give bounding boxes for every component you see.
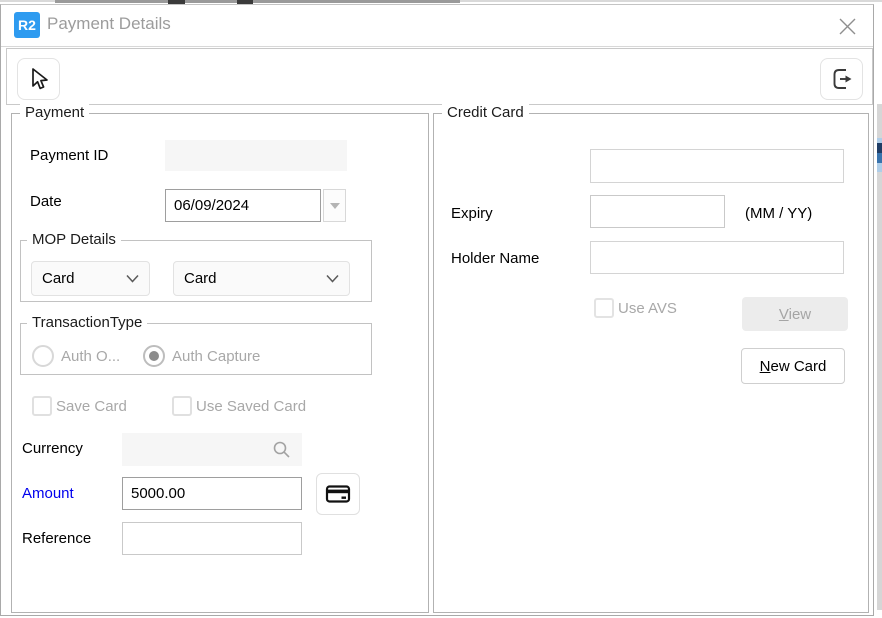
- dropdown-arrow-icon: [329, 202, 340, 209]
- reference-input[interactable]: [122, 522, 302, 555]
- right-edge-artifact: [877, 104, 882, 610]
- mop-details-group: MOP Details Card Card: [20, 231, 372, 302]
- holder-name-input[interactable]: [590, 241, 844, 274]
- close-icon: [839, 18, 855, 34]
- date-input[interactable]: [165, 189, 321, 222]
- window-title: Payment Details: [47, 14, 171, 33]
- pointer-tool-button[interactable]: [17, 58, 60, 100]
- toolbar: [6, 48, 873, 105]
- expiry-input[interactable]: [590, 195, 725, 228]
- date-label: Date: [30, 193, 62, 210]
- mop-type-value: Card: [42, 270, 75, 287]
- mop-detail-value: Card: [184, 270, 217, 287]
- credit-card-group-label: Credit Card: [442, 104, 529, 121]
- payment-details-dialog: R2 Payment Details: [0, 4, 874, 616]
- use-avs-checkbox[interactable]: [594, 298, 614, 318]
- exit-tool-button[interactable]: [820, 58, 863, 100]
- close-button[interactable]: [833, 12, 861, 40]
- save-card-checkbox[interactable]: [32, 396, 52, 416]
- transaction-type-group-label: TransactionType: [27, 314, 148, 331]
- payment-id-input: [165, 140, 347, 171]
- currency-input: [122, 433, 302, 466]
- use-saved-card-checkbox[interactable]: [172, 396, 192, 416]
- view-button-label: View: [778, 305, 812, 323]
- holder-name-label: Holder Name: [451, 250, 540, 267]
- title-bar: R2 Payment Details: [1, 5, 873, 47]
- expiry-label: Expiry: [451, 205, 493, 222]
- card-number-input[interactable]: [590, 149, 844, 183]
- use-avs-label: Use AVS: [618, 300, 677, 317]
- top-edge-artifact: [0, 0, 882, 4]
- payment-group: Payment Payment ID Date MOP Details Card: [11, 104, 429, 613]
- radio-auth-capture-label: Auth Capture: [172, 348, 261, 365]
- new-card-button[interactable]: New Card: [741, 348, 845, 384]
- credit-card-icon: [325, 485, 351, 503]
- cursor-icon: [31, 68, 48, 90]
- chevron-down-icon: [326, 274, 339, 283]
- payment-id-label: Payment ID: [30, 147, 109, 164]
- mop-type-select[interactable]: Card: [31, 261, 150, 296]
- view-button[interactable]: View: [742, 297, 848, 331]
- search-icon: [273, 441, 290, 458]
- expiry-format-hint: (MM / YY): [745, 205, 813, 222]
- credit-card-group: Credit Card Expiry (MM / YY) Holder Name…: [433, 104, 869, 613]
- date-dropdown-button[interactable]: [323, 189, 346, 222]
- mop-detail-select[interactable]: Card: [173, 261, 350, 296]
- app-logo: R2: [14, 12, 40, 38]
- chevron-down-icon: [126, 274, 139, 283]
- radio-auth-capture[interactable]: [143, 345, 165, 367]
- amount-input[interactable]: [122, 477, 302, 510]
- radio-auth-only-label: Auth O...: [61, 348, 121, 365]
- amount-label: Amount: [22, 485, 74, 502]
- mop-details-group-label: MOP Details: [27, 231, 121, 248]
- exit-icon: [833, 69, 851, 89]
- payment-group-label: Payment: [20, 104, 90, 121]
- new-card-button-label: New Card: [759, 357, 827, 375]
- card-swipe-button[interactable]: [316, 473, 360, 515]
- save-card-label: Save Card: [56, 398, 127, 415]
- radio-auth-only[interactable]: [32, 345, 54, 367]
- transaction-type-group: TransactionType Auth O... Auth Capture: [20, 314, 372, 375]
- currency-label: Currency: [22, 440, 83, 457]
- use-saved-card-label: Use Saved Card: [196, 398, 307, 415]
- reference-label: Reference: [22, 530, 92, 547]
